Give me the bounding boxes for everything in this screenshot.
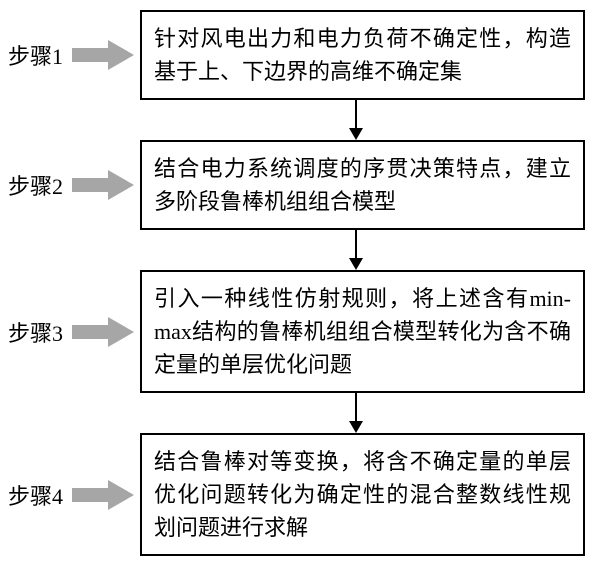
arrow-right-icon (72, 170, 134, 200)
arrow-down-icon (346, 393, 366, 433)
arrow-down-icon (346, 100, 366, 140)
connector-2-3 (136, 230, 576, 270)
step-label-1: 步骤1 (8, 39, 66, 71)
step-row-4: 步骤4 结合鲁棒对等变换，将含不确定量的单层优化问题转化为确定性的混合整数线性规… (8, 433, 585, 556)
connector-1-2 (136, 100, 576, 140)
step-row-3: 步骤3 引入一种线性仿射规则，将上述含有min-max结构的鲁棒机组组合模型转化… (8, 270, 585, 393)
step-row-2: 步骤2 结合电力系统调度的序贯决策特点，建立多阶段鲁棒机组组合模型 (8, 140, 585, 230)
arrow-right-icon (72, 40, 134, 70)
step-box-1: 针对风电出力和电力负荷不确定性，构造基于上、下边界的高维不确定集 (140, 10, 585, 100)
arrow-right-icon (72, 480, 134, 510)
connector-3-4 (136, 393, 576, 433)
step-box-4: 结合鲁棒对等变换，将含不确定量的单层优化问题转化为确定性的混合整数线性规划问题进… (140, 433, 585, 556)
step-label-4: 步骤4 (8, 479, 66, 511)
flowchart: 步骤1 针对风电出力和电力负荷不确定性，构造基于上、下边界的高维不确定集 步骤2… (8, 10, 585, 556)
step-box-2: 结合电力系统调度的序贯决策特点，建立多阶段鲁棒机组组合模型 (140, 140, 585, 230)
arrow-down-icon (346, 230, 366, 270)
step-box-3: 引入一种线性仿射规则，将上述含有min-max结构的鲁棒机组组合模型转化为含不确… (140, 270, 585, 393)
arrow-right-icon (72, 317, 134, 347)
step-label-2: 步骤2 (8, 169, 66, 201)
step-row-1: 步骤1 针对风电出力和电力负荷不确定性，构造基于上、下边界的高维不确定集 (8, 10, 585, 100)
step-label-3: 步骤3 (8, 316, 66, 348)
